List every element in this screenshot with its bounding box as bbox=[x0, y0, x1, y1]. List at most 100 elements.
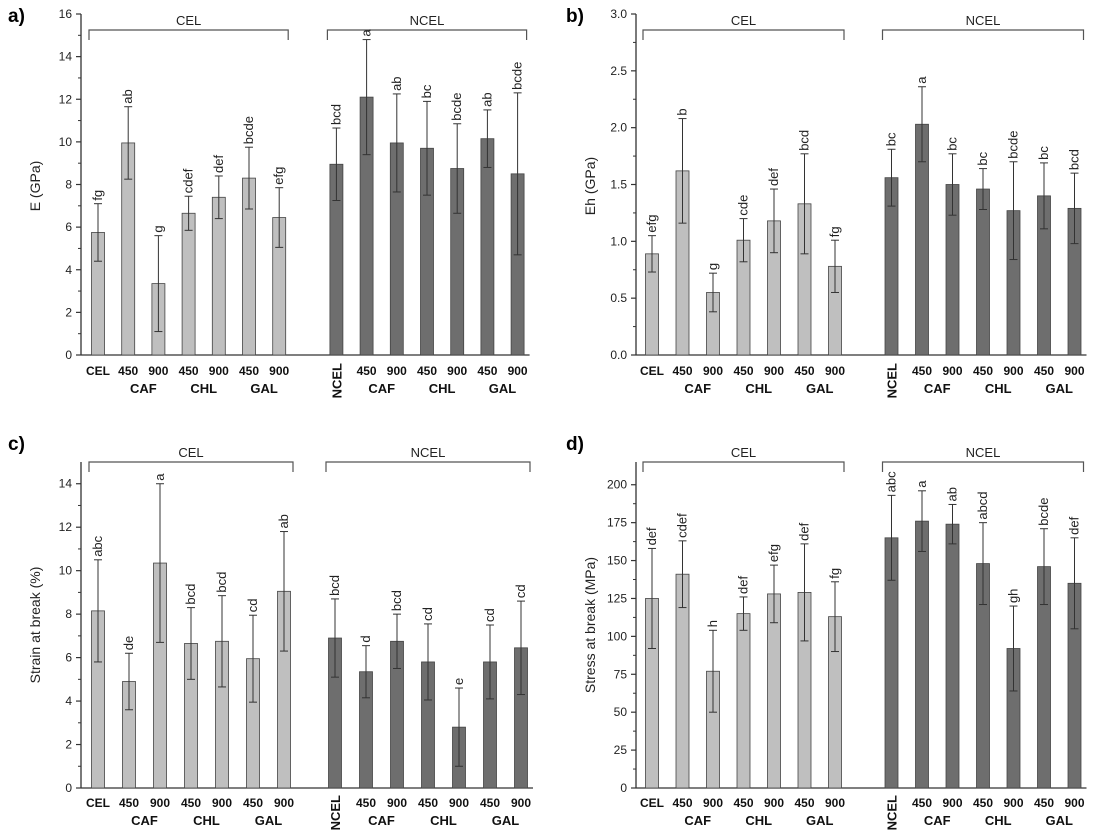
significance-letter: ab bbox=[945, 487, 960, 501]
y-tick-label: 2.5 bbox=[610, 64, 627, 78]
group-label: CAF bbox=[131, 813, 158, 828]
bracket-label: NCEL bbox=[966, 445, 1001, 460]
significance-letter: e bbox=[451, 678, 466, 685]
bracket-label: CEL bbox=[731, 445, 756, 460]
category-label: CEL bbox=[640, 364, 664, 378]
significance-letter: d bbox=[358, 635, 373, 642]
significance-letter: efg bbox=[766, 544, 781, 562]
y-axis-title: Eh (GPa) bbox=[582, 157, 598, 215]
y-tick-label: 50 bbox=[614, 705, 628, 719]
significance-letter: bcd bbox=[328, 104, 343, 125]
bracket-cel bbox=[88, 29, 289, 40]
category-label: 900 bbox=[447, 364, 467, 378]
significance-letter: bcd bbox=[183, 584, 198, 605]
category-label: 900 bbox=[1064, 796, 1084, 810]
category-label: 900 bbox=[1003, 364, 1023, 378]
significance-letter: h bbox=[705, 620, 720, 627]
chart-panel-1: a) 0 2 4 6 8 10 12 14 16 E (GPa) CEL NCEL fg CEL ab 450 g… bbox=[8, 6, 530, 398]
chart-panel-2: b) 0.0 0.5 1.0 1.5 2.0 2.5 3.0 Eh (GPa) CEL NCEL ef… bbox=[566, 6, 1087, 398]
category-label: 450 bbox=[912, 796, 932, 810]
significance-letter: def bbox=[736, 575, 751, 593]
category-label: 450 bbox=[356, 796, 376, 810]
group-label: GAL bbox=[806, 381, 834, 396]
y-tick-label: 0.5 bbox=[610, 291, 627, 305]
category-label: 900 bbox=[942, 364, 962, 378]
category-label: 900 bbox=[508, 364, 528, 378]
group-label: CHL bbox=[430, 813, 457, 828]
group-label: CAF bbox=[368, 381, 395, 396]
bracket-cel bbox=[642, 29, 845, 40]
category-label: 450 bbox=[912, 364, 932, 378]
group-label: CAF bbox=[684, 381, 711, 396]
y-tick-label: 4 bbox=[65, 694, 72, 708]
significance-letter: bcd bbox=[797, 130, 812, 151]
chart-panel-3: c) 0 2 4 6 8 10 12 14 Strain at break (%) CEL NCEL a… bbox=[8, 434, 533, 830]
significance-letter: bcd bbox=[214, 572, 229, 593]
category-label: 900 bbox=[825, 796, 845, 810]
group-label: GAL bbox=[489, 381, 517, 396]
y-tick-label: 0 bbox=[65, 348, 72, 362]
category-label: 450 bbox=[672, 796, 692, 810]
group-label: GAL bbox=[1046, 381, 1074, 396]
significance-letter: bcd bbox=[389, 590, 404, 611]
y-tick-label: 125 bbox=[607, 591, 627, 605]
category-label: 900 bbox=[449, 796, 469, 810]
group-label: CHL bbox=[429, 381, 456, 396]
category-label: 450 bbox=[1034, 364, 1054, 378]
significance-letter: gh bbox=[1006, 589, 1021, 603]
significance-letter: def bbox=[766, 168, 781, 186]
y-tick-label: 100 bbox=[607, 629, 627, 643]
significance-letter: fg bbox=[827, 226, 842, 237]
significance-letter: cde bbox=[736, 195, 751, 216]
significance-letter: fg bbox=[90, 190, 105, 201]
group-label: CAF bbox=[368, 813, 395, 828]
category-label: 450 bbox=[733, 796, 753, 810]
significance-letter: abc bbox=[884, 471, 899, 492]
significance-letter: bc bbox=[419, 84, 434, 98]
bar bbox=[976, 188, 990, 356]
y-tick-label: 1.0 bbox=[610, 234, 627, 248]
y-tick-label: 16 bbox=[59, 7, 73, 21]
y-tick-label: 14 bbox=[59, 50, 73, 64]
category-label: 900 bbox=[1003, 796, 1023, 810]
significance-letter: def bbox=[211, 155, 226, 173]
significance-letter: bc bbox=[1036, 146, 1051, 160]
y-tick-label: 2 bbox=[65, 738, 72, 752]
y-tick-label: 3.0 bbox=[610, 7, 627, 21]
significance-letter: def bbox=[1067, 516, 1082, 534]
category-label: 450 bbox=[357, 364, 377, 378]
y-tick-label: 75 bbox=[614, 667, 628, 681]
bracket-ncel bbox=[881, 461, 1085, 472]
category-label: 900 bbox=[387, 796, 407, 810]
bar bbox=[736, 613, 751, 789]
category-label: 900 bbox=[511, 796, 531, 810]
significance-letter: cd bbox=[482, 608, 497, 622]
group-label: CAF bbox=[130, 381, 157, 396]
bracket-label: NCEL bbox=[410, 13, 445, 28]
y-tick-label: 8 bbox=[65, 607, 72, 621]
category-label: 450 bbox=[973, 796, 993, 810]
significance-letter: a bbox=[914, 480, 929, 488]
category-label: 900 bbox=[209, 364, 229, 378]
y-axis-title: Strain at break (%) bbox=[27, 567, 43, 684]
category-label: 900 bbox=[212, 796, 232, 810]
y-tick-label: 25 bbox=[614, 743, 628, 757]
significance-letter: bcd bbox=[1067, 149, 1082, 170]
significance-letter: fg bbox=[827, 568, 842, 579]
significance-letter: ab bbox=[389, 76, 404, 90]
bracket-label: CEL bbox=[178, 445, 203, 460]
category-label: CEL bbox=[86, 364, 110, 378]
bracket-label: CEL bbox=[176, 13, 201, 28]
y-tick-label: 0 bbox=[620, 781, 627, 795]
category-label: 450 bbox=[480, 796, 500, 810]
category-label: 450 bbox=[119, 796, 139, 810]
y-tick-label: 2 bbox=[65, 305, 72, 319]
significance-letter: bcde bbox=[449, 93, 464, 121]
significance-letter: bcd bbox=[327, 575, 342, 596]
bracket-label: NCEL bbox=[411, 445, 446, 460]
chart-panel-4: d) 0 25 50 75 100 125 150 175 200 Stress at break … bbox=[566, 434, 1087, 830]
y-axis-title: E (GPa) bbox=[27, 161, 43, 212]
y-tick-label: 12 bbox=[59, 520, 73, 534]
category-label: 450 bbox=[181, 796, 201, 810]
